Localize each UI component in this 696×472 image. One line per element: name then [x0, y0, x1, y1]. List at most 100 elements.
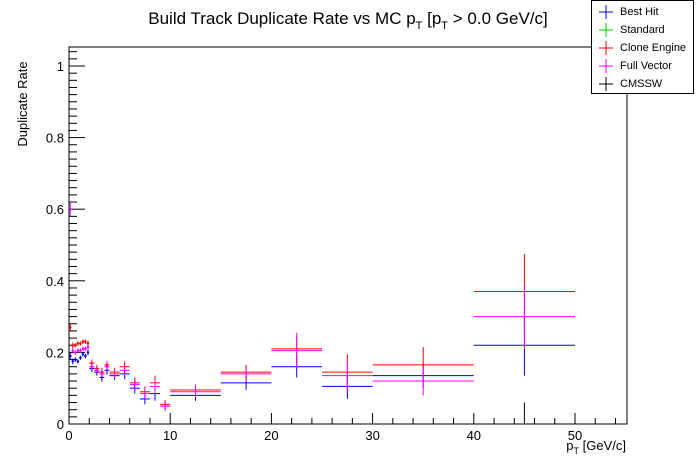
data-point [99, 369, 105, 379]
data-point [220, 366, 272, 382]
data-point [74, 357, 77, 362]
data-point [71, 342, 75, 349]
data-point [76, 341, 80, 346]
data-point [109, 369, 120, 379]
point-marker [79, 342, 82, 345]
axis-ticks: 0 10 20 30 40 50 0 0.2 0.4 0.6 0.8 1 [46, 51, 616, 443]
data-point [160, 401, 171, 411]
data-point [322, 361, 373, 390]
x-axis-label-main: p [566, 438, 573, 453]
data-point [473, 284, 575, 349]
data-points [69, 202, 575, 424]
y-axis-label: Duplicate Rate [15, 61, 30, 146]
y-tick-label: 0.2 [46, 345, 64, 360]
legend-item-best-hit: Best Hit [594, 4, 692, 22]
point-marker [95, 369, 98, 372]
legend-item-standard: Standard [594, 22, 692, 40]
point-marker [86, 351, 89, 354]
data-point [71, 347, 75, 354]
data-point [129, 379, 140, 390]
x-tick-label: 40 [467, 428, 481, 443]
data-point [71, 358, 75, 365]
data-point [76, 359, 80, 364]
data-point [81, 352, 85, 357]
data-point [74, 350, 77, 355]
legend-marker-standard [599, 23, 613, 37]
data-point [89, 363, 95, 371]
point-marker [76, 360, 79, 363]
point-marker [81, 347, 84, 350]
data-point [84, 339, 87, 344]
data-point [79, 348, 82, 353]
point-marker [81, 340, 84, 343]
point-marker [100, 372, 103, 375]
point-marker [74, 344, 77, 347]
chart-title-sub2: T [441, 20, 448, 32]
data-point [139, 388, 150, 399]
point-marker [86, 342, 89, 345]
data-point [271, 332, 322, 369]
data-point [74, 343, 77, 348]
data-point [84, 353, 87, 359]
y-tick-label: 0.6 [46, 202, 64, 217]
data-point [84, 346, 87, 351]
point-marker [69, 326, 72, 329]
legend-item-cmssw: CMSSW [594, 76, 692, 94]
point-marker [71, 360, 74, 363]
chart-title: Build Track Duplicate Rate vs MC pT [pT … [148, 9, 547, 32]
legend-marker-clone-engine [599, 41, 613, 55]
x-tick-label: 20 [264, 428, 278, 443]
series-full-vector [69, 202, 575, 411]
point-marker [69, 354, 72, 357]
chart-title-end: > 0.0 GeV/c] [448, 9, 548, 28]
data-point [372, 366, 474, 396]
point-marker [90, 365, 93, 368]
y-tick-label: 0.4 [46, 274, 64, 289]
data-point [79, 355, 82, 360]
data-point [170, 386, 221, 398]
point-marker [79, 349, 82, 352]
x-tick-label: 0 [65, 428, 72, 443]
data-point [104, 362, 110, 372]
data-point [79, 341, 82, 346]
x-axis-label: pT [GeV/c] [566, 438, 626, 456]
point-marker [79, 356, 82, 359]
point-marker [74, 358, 77, 361]
chart-title-main: Build Track Duplicate Rate vs MC p [148, 9, 415, 28]
legend: Best Hit Standard Clone Engine Full Vect… [591, 0, 694, 94]
chart-title-mid: [p [422, 9, 441, 28]
point-marker [84, 347, 87, 350]
legend-label-full-vector: Full Vector [620, 60, 672, 72]
data-point [76, 348, 80, 353]
point-marker [81, 353, 84, 356]
legend-item-clone-engine: Clone Engine [594, 40, 692, 58]
data-point [149, 379, 161, 394]
data-point [86, 349, 90, 356]
point-marker [76, 342, 79, 345]
point-marker [84, 354, 87, 357]
legend-label-best-hit: Best Hit [620, 6, 659, 18]
legend-label-cmssw: CMSSW [620, 78, 663, 90]
point-marker [71, 349, 74, 352]
legend-label-clone-engine: Clone Engine [620, 42, 687, 54]
x-tick-label: 30 [365, 428, 379, 443]
legend-marker-cmssw [599, 77, 613, 91]
legend-label-standard: Standard [620, 24, 665, 36]
x-tick-label: 10 [163, 428, 177, 443]
data-point [119, 364, 130, 376]
point-marker [105, 365, 108, 368]
chart-title-sub1: T [416, 20, 423, 32]
point-marker [69, 208, 72, 211]
legend-marker-best-hit [599, 5, 613, 19]
data-point [81, 339, 85, 344]
point-marker [76, 349, 79, 352]
legend-marker-full-vector [599, 59, 613, 73]
legend-item-full-vector: Full Vector [594, 58, 692, 76]
point-marker [71, 344, 74, 347]
plot-frame [68, 46, 628, 425]
point-marker [74, 351, 77, 354]
y-tick-label: 0.8 [46, 131, 64, 146]
data-point [86, 344, 90, 350]
